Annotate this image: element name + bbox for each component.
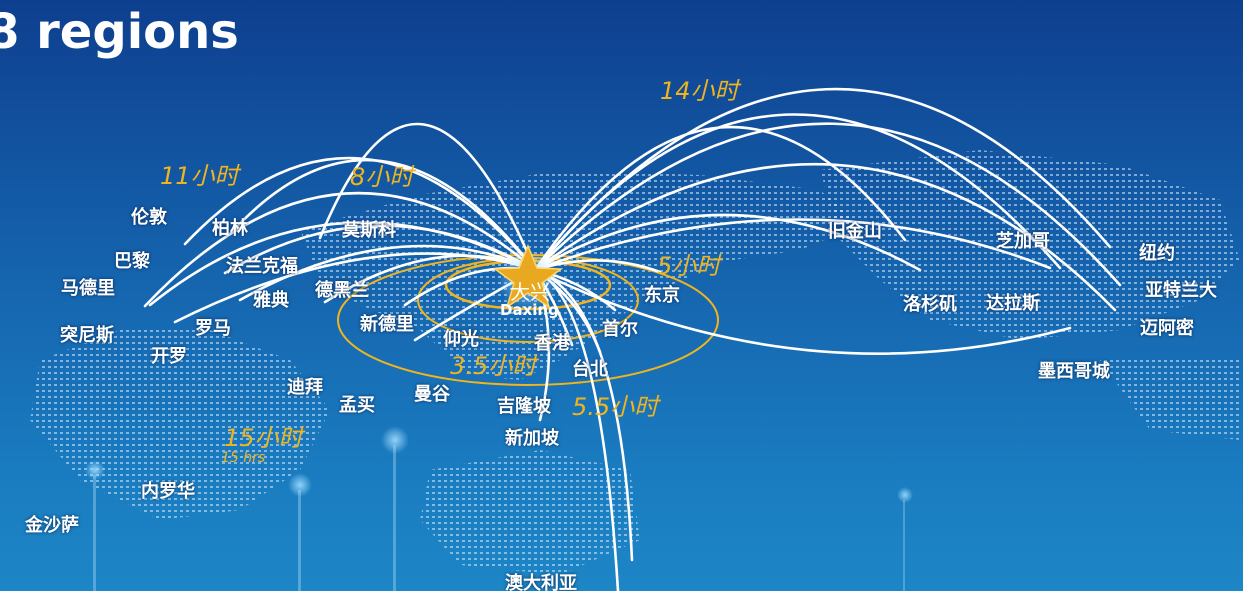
duration-label-3-5h: 3.5小时 [450, 352, 537, 380]
city-chicago: 芝加哥 [996, 231, 1050, 252]
city-london: 伦敦 [131, 207, 167, 228]
page-title: 8 regions [0, 4, 239, 60]
city-paris: 巴黎 [114, 251, 150, 272]
city-newyork: 纽约 [1139, 243, 1175, 264]
city-newdelhi: 新德里 [360, 314, 414, 335]
city-kualalumpur: 吉隆坡 [497, 396, 551, 417]
city-mumbai: 孟买 [339, 395, 375, 416]
route-paris [143, 191, 537, 308]
city-sanfrancisco: 旧金山 [828, 221, 882, 242]
city-dubai: 迪拜 [287, 377, 323, 398]
city-bangkok: 曼谷 [414, 384, 450, 405]
route-atlanta [533, 122, 1122, 287]
route-frankfurt [223, 224, 537, 275]
city-mexicocity: 墨西哥城 [1038, 361, 1110, 382]
city-frankfurt: 法兰克福 [226, 256, 298, 277]
city-atlanta: 亚特兰大 [1145, 280, 1217, 301]
daxing-hub-star [492, 244, 564, 310]
route-miami [533, 163, 1117, 312]
city-australia: 澳大利亚 [505, 573, 577, 591]
route-dallas [533, 218, 1052, 272]
route-moscow [318, 122, 537, 272]
hub-name-en: Daxing [500, 301, 559, 319]
city-hongkong: 香港 [534, 333, 570, 354]
city-tunis: 突尼斯 [60, 325, 114, 346]
city-yangon: 仰光 [443, 329, 479, 350]
city-kinshasa: 金沙萨 [25, 515, 79, 536]
city-nairobi: 内罗华 [141, 481, 195, 502]
duration-label-15h: 15小时 [224, 424, 303, 452]
route-newyork [533, 87, 1112, 272]
map-europe-africa [30, 330, 330, 520]
city-moscow: 莫斯科 [342, 220, 396, 241]
city-athens: 雅典 [253, 290, 289, 311]
map-south-east [1100, 360, 1240, 440]
flight-routes [143, 87, 1122, 591]
city-tehran: 德黑兰 [315, 280, 369, 301]
duration-label-15h-en: 15 hrs [221, 450, 266, 466]
city-seoul: 首尔 [602, 319, 638, 340]
duration-label-14h: 14小时 [660, 77, 739, 105]
city-miami: 迈阿密 [1140, 318, 1194, 339]
route-rome [173, 252, 537, 324]
duration-label-8h: 8小时 [350, 163, 414, 191]
route-mexicocity [533, 268, 1072, 355]
city-singapore: 新加坡 [505, 428, 559, 449]
map-eurasia [300, 170, 860, 380]
route-berlin [228, 158, 537, 272]
background-lights [85, 426, 913, 591]
city-losangeles: 洛杉矶 [903, 294, 957, 315]
duration-label-5h: 5小时 [657, 252, 721, 280]
route-losangeles [533, 213, 922, 272]
city-tokyo: 东京 [644, 285, 680, 306]
map-north-america [820, 150, 1240, 340]
city-taipei: 台北 [572, 359, 608, 380]
map-australia [420, 450, 640, 575]
city-berlin: 柏林 [212, 218, 248, 239]
city-cairo: 开罗 [151, 346, 187, 367]
route-london [183, 156, 537, 272]
duration-label-11h: 11小时 [160, 162, 239, 190]
duration-label-5-5h: 5.5小时 [572, 393, 659, 421]
city-rome: 罗马 [195, 318, 231, 339]
city-dallas: 达拉斯 [986, 293, 1040, 314]
hub-name-cn: 大兴 [510, 280, 550, 304]
city-madrid: 马德里 [61, 278, 115, 299]
world-map [30, 150, 1240, 575]
